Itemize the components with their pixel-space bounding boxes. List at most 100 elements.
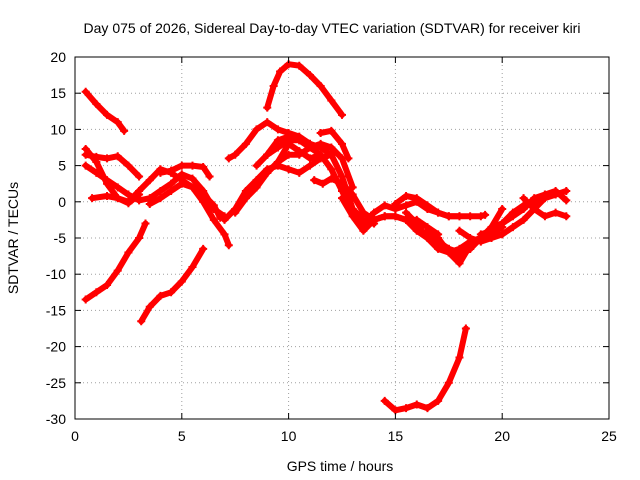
y-tick-label: -30 <box>46 411 66 427</box>
data-point <box>167 166 176 175</box>
data-point <box>167 288 176 297</box>
y-tick-label: -5 <box>54 230 67 246</box>
data-point <box>295 136 304 145</box>
data-point <box>81 87 90 96</box>
data-point <box>113 194 122 203</box>
data-point <box>135 172 144 181</box>
data-point <box>551 208 560 217</box>
data-point <box>380 201 389 210</box>
data-point <box>508 223 517 232</box>
data-point <box>284 150 293 159</box>
data-point <box>540 190 549 199</box>
data-point <box>476 237 485 246</box>
data-point <box>402 215 411 224</box>
data-point <box>402 192 411 201</box>
series-points-arc-i <box>156 161 214 181</box>
data-point <box>487 234 496 242</box>
series-points-arc-e <box>81 150 144 181</box>
data-point <box>241 139 250 148</box>
data-point <box>113 266 122 275</box>
data-point <box>444 378 453 387</box>
y-tick-label: 20 <box>50 49 66 65</box>
data-point <box>348 190 357 199</box>
data-point <box>209 201 218 210</box>
data-point <box>263 103 272 112</box>
series-points-arc-g <box>137 244 208 326</box>
series-line-arc-f <box>82 220 149 303</box>
data-point <box>434 208 443 217</box>
series-points-arc-q <box>316 126 353 163</box>
data-point <box>295 168 304 177</box>
data-point <box>519 205 528 214</box>
data-point <box>327 96 336 105</box>
data-point <box>338 110 346 119</box>
data-point <box>305 154 314 163</box>
data-point <box>137 317 146 326</box>
data-point <box>252 125 261 134</box>
data-point <box>141 219 150 228</box>
y-tick-label: 0 <box>58 194 66 210</box>
data-point <box>81 150 90 159</box>
data-point <box>402 208 411 217</box>
data-point <box>167 186 176 195</box>
chart-title: Day 075 of 2026, Sidereal Day-to-day VTE… <box>84 20 581 36</box>
x-axis-label: GPS time / hours <box>287 458 394 474</box>
data-point <box>455 244 464 253</box>
data-point <box>252 183 261 192</box>
data-point <box>338 194 346 203</box>
data-point <box>103 110 112 119</box>
series-points-arc-p <box>263 60 346 119</box>
data-point <box>124 248 133 257</box>
y-tick-label: 10 <box>50 121 66 137</box>
grid <box>75 57 609 419</box>
data-point <box>81 161 90 170</box>
series-points-arc-ab <box>519 194 571 221</box>
data-point <box>551 186 560 195</box>
data-point <box>476 230 485 239</box>
data-point <box>92 152 101 161</box>
data-point <box>455 226 464 235</box>
data-point <box>327 126 336 135</box>
data-point <box>305 71 314 80</box>
data-point <box>145 302 154 311</box>
y-axis-label: SDTVAR / TECUs <box>5 182 21 294</box>
data-point <box>295 147 304 156</box>
data-point <box>370 215 379 224</box>
data-point <box>135 186 144 195</box>
y-tick-label: 5 <box>58 158 66 174</box>
data-point <box>487 223 496 232</box>
data-point <box>295 61 304 70</box>
data-point <box>310 176 319 185</box>
data-point <box>380 212 389 221</box>
data-point <box>412 194 421 203</box>
data-point <box>444 212 453 221</box>
data-point <box>380 396 389 405</box>
data-point <box>476 212 485 221</box>
data-point <box>481 210 490 219</box>
data-point <box>318 179 327 188</box>
data-point <box>224 241 233 250</box>
series-points-arc-a <box>81 87 129 135</box>
data-point <box>188 174 197 183</box>
data-point <box>455 252 464 261</box>
x-tick-label: 15 <box>388 428 404 444</box>
data-point <box>199 163 208 172</box>
data-point <box>423 234 432 242</box>
data-point <box>103 281 112 290</box>
data-point <box>276 67 285 76</box>
data-point <box>120 126 129 135</box>
y-tick-label: -20 <box>46 339 66 355</box>
data-point <box>423 404 432 413</box>
x-tick-label: 5 <box>178 428 186 444</box>
y-tick-label: -15 <box>46 302 66 318</box>
data-point <box>338 139 346 148</box>
data-point <box>269 81 278 90</box>
data-point <box>498 219 507 228</box>
data-point <box>167 179 176 188</box>
data-point <box>498 205 507 214</box>
data-point <box>338 179 346 188</box>
data-point <box>177 161 186 170</box>
y-tick-label: -25 <box>46 375 66 391</box>
data-point <box>124 190 133 199</box>
data-point <box>231 150 240 159</box>
